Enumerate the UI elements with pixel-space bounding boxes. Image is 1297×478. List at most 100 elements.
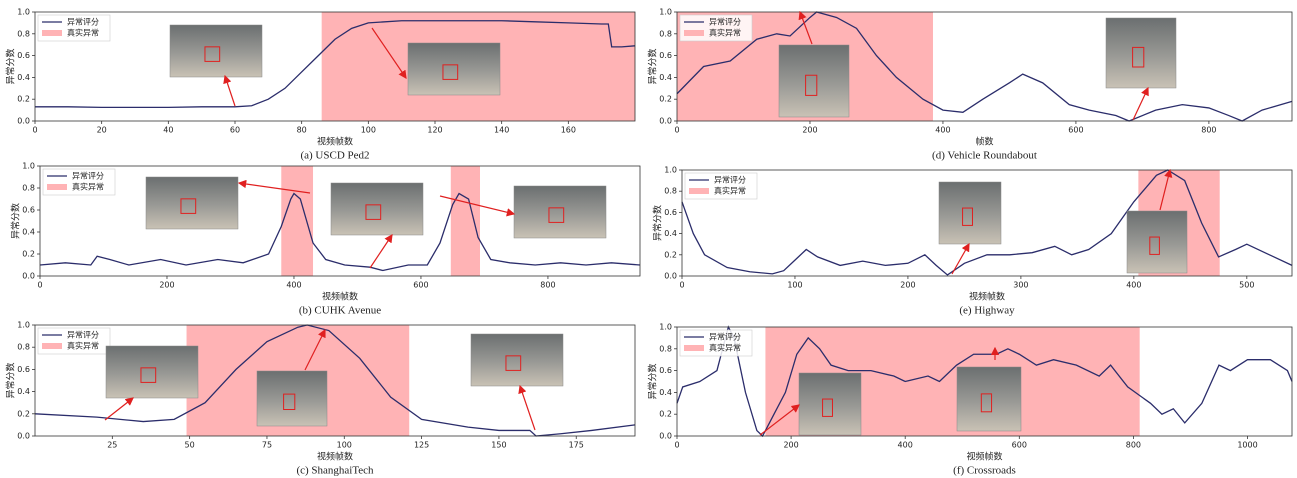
inset-image xyxy=(939,182,1001,244)
y-tick-label: 0.2 xyxy=(17,95,30,104)
y-tick-label: 0.2 xyxy=(659,410,672,419)
x-tick-label: 50 xyxy=(185,441,195,450)
x-tick-label: 25 xyxy=(107,441,117,450)
y-tick-label: 1.0 xyxy=(22,162,35,171)
inset-image xyxy=(146,177,238,229)
x-tick-label: 800 xyxy=(540,281,555,290)
x-tick-label: 800 xyxy=(1126,441,1141,450)
x-tick-label: 0 xyxy=(32,126,37,135)
y-tick-label: 0.0 xyxy=(17,117,30,126)
x-tick-label: 60 xyxy=(230,126,240,135)
caption: (d) Vehicle Roundabout xyxy=(932,150,1037,162)
legend-swatch xyxy=(42,30,62,36)
y-axis-label: 异常分数 xyxy=(5,48,17,84)
y-tick-label: 0.6 xyxy=(659,51,672,60)
inset-image xyxy=(257,371,327,426)
legend-label: 真实异常 xyxy=(709,343,741,353)
inset-image xyxy=(1127,211,1187,273)
legend-swatch xyxy=(684,30,704,36)
x-tick-label: 200 xyxy=(802,126,817,135)
y-tick-label: 0.4 xyxy=(22,228,35,237)
y-tick-label: 0.6 xyxy=(17,51,30,60)
x-axis-label: 视频帧数 xyxy=(322,291,358,303)
x-tick-label: 0 xyxy=(674,441,679,450)
arrow xyxy=(952,244,969,274)
y-tick-label: 0.6 xyxy=(22,206,35,215)
x-tick-label: 0 xyxy=(674,126,679,135)
x-tick-label: 175 xyxy=(569,441,584,450)
legend-label: 异常评分 xyxy=(714,176,746,185)
legend-label: 异常评分 xyxy=(67,18,99,27)
y-tick-label: 0.8 xyxy=(17,343,30,352)
inset-image xyxy=(170,25,262,77)
x-tick-label: 100 xyxy=(337,441,352,450)
y-tick-label: 0.0 xyxy=(17,432,30,441)
y-tick-label: 0.4 xyxy=(659,388,672,397)
y-tick-label: 0.6 xyxy=(659,366,672,375)
y-tick-label: 0.0 xyxy=(659,432,672,441)
y-tick-label: 0.8 xyxy=(22,184,35,193)
figure: 0204060801001201401600.00.20.40.60.81.0视… xyxy=(0,0,1297,478)
x-tick-label: 300 xyxy=(1013,281,1028,290)
x-tick-label: 75 xyxy=(262,441,272,450)
legend-swatch xyxy=(42,343,62,349)
y-axis-label: 异常分数 xyxy=(10,203,22,239)
inset-image xyxy=(779,45,849,117)
y-tick-label: 0.0 xyxy=(22,272,35,281)
y-axis-label: 异常分数 xyxy=(652,205,664,241)
y-tick-label: 0.2 xyxy=(17,409,30,418)
y-tick-label: 0.2 xyxy=(659,95,672,104)
arrow xyxy=(105,398,133,420)
x-tick-label: 800 xyxy=(1201,126,1216,135)
caption: (f) Crossroads xyxy=(953,465,1016,477)
inset-image xyxy=(957,367,1021,431)
x-tick-label: 125 xyxy=(414,441,429,450)
x-axis-label: 视频帧数 xyxy=(966,451,1002,463)
x-axis-label: 帧数 xyxy=(975,136,993,148)
x-tick-label: 400 xyxy=(1126,281,1141,290)
legend-label: 真实异常 xyxy=(67,341,99,351)
legend-label: 异常评分 xyxy=(72,172,104,181)
legend-label: 真实异常 xyxy=(67,28,99,38)
y-tick-label: 0.4 xyxy=(17,387,30,396)
x-axis-label: 视频帧数 xyxy=(317,451,353,463)
y-tick-label: 0.0 xyxy=(664,272,677,281)
arrow xyxy=(225,76,235,106)
arrow xyxy=(520,386,535,430)
inset-image xyxy=(408,43,500,95)
y-tick-label: 0.8 xyxy=(664,187,677,196)
inset-image xyxy=(106,346,198,398)
x-tick-label: 1000 xyxy=(1237,441,1257,450)
x-tick-label: 0 xyxy=(37,281,42,290)
y-tick-label: 0.8 xyxy=(659,29,672,38)
y-tick-label: 0.4 xyxy=(659,73,672,82)
y-tick-label: 0.8 xyxy=(659,344,672,353)
x-tick-label: 400 xyxy=(935,126,950,135)
panel: 0204060801001201401600.00.20.40.60.81.0视… xyxy=(5,8,636,162)
anomaly-span xyxy=(281,166,313,276)
x-tick-label: 200 xyxy=(159,281,174,290)
x-tick-label: 600 xyxy=(1068,126,1083,135)
legend-label: 真实异常 xyxy=(714,186,746,196)
y-tick-label: 1.0 xyxy=(17,8,30,17)
x-tick-label: 100 xyxy=(787,281,802,290)
x-tick-label: 40 xyxy=(163,126,173,135)
y-tick-label: 1.0 xyxy=(659,8,672,17)
panel: 0 200 400 600 800 0.0 0.2 0.4 0.6 0.8 1.0 帧数 异常分数 (d)… xyxy=(647,8,1293,162)
y-tick-label: 0.2 xyxy=(22,250,35,259)
x-tick-label: 140 xyxy=(494,126,509,135)
legend-label: 异常评分 xyxy=(709,18,741,27)
y-tick-label: 0.0 xyxy=(659,117,672,126)
y-axis-label: 异常分数 xyxy=(647,48,659,84)
inset-image xyxy=(331,183,423,235)
x-tick-label: 600 xyxy=(1012,441,1027,450)
inset-image xyxy=(471,334,563,386)
y-tick-label: 0.6 xyxy=(664,208,677,217)
x-tick-label: 120 xyxy=(427,126,442,135)
y-tick-label: 0.8 xyxy=(17,29,30,38)
x-tick-label: 0 xyxy=(679,281,684,290)
arrow xyxy=(1133,88,1148,120)
inset-image xyxy=(1106,18,1176,88)
x-tick-label: 600 xyxy=(413,281,428,290)
